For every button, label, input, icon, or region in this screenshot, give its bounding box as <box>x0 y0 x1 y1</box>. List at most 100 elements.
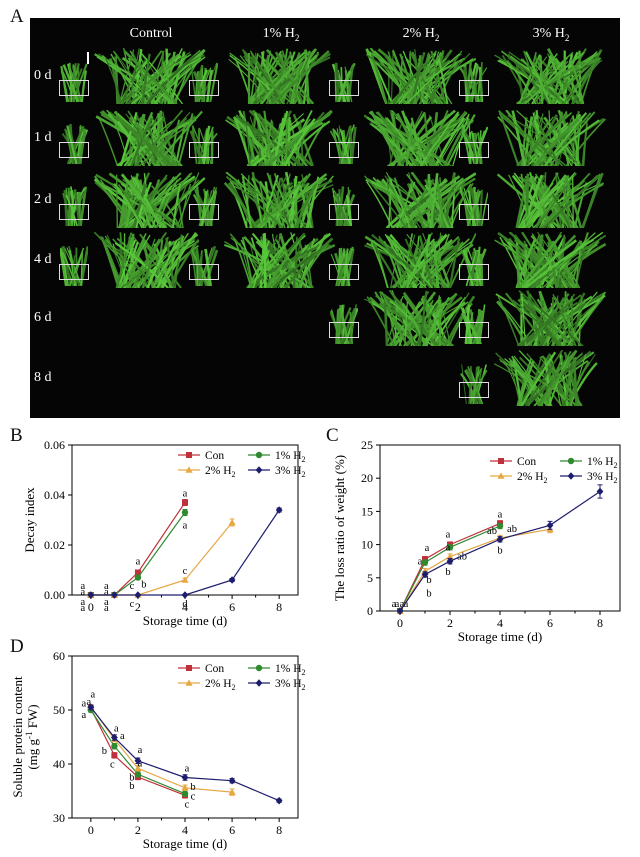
significance-label: a <box>80 597 85 608</box>
y-tick-label: 25 <box>361 438 373 452</box>
significance-label: a <box>392 599 397 610</box>
legend-item: 2% H2 <box>178 678 236 692</box>
legend-marker <box>185 679 193 686</box>
series-line <box>399 522 501 612</box>
series-line <box>90 706 280 802</box>
plant-closeup <box>494 109 607 171</box>
y-tick-label: 40 <box>53 757 65 771</box>
plant-thumbnail <box>460 304 488 349</box>
x-tick-label: 8 <box>276 600 282 614</box>
legend: Con 1% H2 2% H2 3% H2 <box>178 450 306 479</box>
plant-closeup <box>223 232 336 293</box>
soluble-protein-chart: 0 2 4 6 8 30 40 50 60 Storage time (d) Soluble pro… <box>10 649 306 851</box>
data-point <box>421 570 429 579</box>
panel-letter-d: D <box>10 636 24 657</box>
plant-closeup <box>93 172 206 233</box>
significance-label: a <box>183 521 188 532</box>
plant-thumbnail <box>459 186 489 231</box>
legend-label: 3% H2 <box>275 465 306 479</box>
crop-box <box>459 204 489 220</box>
plant-closeup <box>364 232 477 293</box>
legend-marker <box>255 466 263 474</box>
data-point <box>87 703 95 712</box>
legend-item: 2% H2 <box>490 471 548 485</box>
y-tick-label: 0 <box>367 604 373 618</box>
significance-label: a <box>400 599 405 610</box>
y-axis-label: Soluble protein content <box>10 676 25 798</box>
series-h1 <box>87 706 189 797</box>
plant-thumbnail <box>190 62 219 107</box>
x-tick-label: 0 <box>88 600 94 614</box>
plant-thumbnail <box>460 364 488 409</box>
row-label: 1 d <box>34 130 52 145</box>
x-tick-label: 2 <box>135 823 141 837</box>
series-h3 <box>396 484 604 615</box>
crop-box <box>59 264 89 280</box>
plant-closeup <box>494 290 607 351</box>
legend-marker <box>567 457 575 465</box>
series-line <box>90 522 233 596</box>
y-axis-label-units: (mg g-1 FW) <box>24 704 40 769</box>
legend-label: Con <box>205 663 224 675</box>
plant-closeup <box>494 48 606 109</box>
data-point <box>181 790 189 797</box>
y-tick-label: 0.06 <box>44 438 65 452</box>
y-axis-label: The loss ratio of weight (%) <box>332 455 347 601</box>
row-label: 2 d <box>34 192 52 207</box>
plant-closeup <box>223 171 336 233</box>
plant-thumbnail <box>329 124 358 169</box>
legend-item: Con <box>178 663 224 675</box>
significance-label: c <box>130 599 135 610</box>
y-tick-label: 0.04 <box>44 488 65 502</box>
legend-item: Con <box>178 450 224 462</box>
data-point <box>111 752 118 759</box>
x-tick-label: 6 <box>547 616 553 630</box>
data-point <box>596 487 604 496</box>
plant-thumbnail <box>60 186 88 231</box>
plant-closeup <box>363 109 476 171</box>
significance-label: b <box>129 781 134 792</box>
column-label: 3% H2 <box>532 26 570 43</box>
legend-item: 1% H2 <box>248 450 306 464</box>
plant-thumbnail <box>189 245 219 291</box>
significance-label: a <box>104 581 109 592</box>
x-tick-label: 4 <box>182 600 188 614</box>
significance-label: b <box>129 772 134 783</box>
legend-label: 3% H2 <box>587 471 618 485</box>
series-h2 <box>87 703 236 796</box>
significance-label: a <box>80 581 85 592</box>
legend-label: 1% H2 <box>275 450 306 464</box>
x-tick-label: 0 <box>397 616 403 630</box>
row-label: 4 d <box>34 252 52 267</box>
weight-loss-chart: 0 2 4 6 8 0 5 10 15 20 25 Storage time (d) The loss … <box>332 438 621 644</box>
crop-box <box>329 322 359 338</box>
plant-thumbnail <box>189 124 218 169</box>
series-line <box>90 708 186 796</box>
crop-box <box>189 264 219 280</box>
significance-label: a <box>104 597 109 608</box>
significance-label: a <box>404 599 409 610</box>
plant-thumbnail <box>330 62 358 107</box>
data-point <box>181 784 189 791</box>
significance-label: a <box>80 587 85 598</box>
crop-box <box>189 80 219 96</box>
plant-closeup <box>364 171 477 233</box>
decay-index-chart: 0 2 4 6 8 0.00 0.02 0.04 0.06 Storage time (d) Dec… <box>22 438 306 628</box>
significance-label: b <box>426 588 431 599</box>
legend-item: 3% H2 <box>560 471 618 485</box>
legend-label: 2% H2 <box>205 678 236 692</box>
data-point <box>134 764 142 772</box>
legend-label: 3% H2 <box>275 678 306 692</box>
legend-marker <box>255 679 263 687</box>
significance-label: c <box>183 566 188 577</box>
plant-closeup <box>364 47 477 109</box>
legend-item: 2% H2 <box>178 465 236 479</box>
data-point <box>182 499 188 506</box>
significance-label: d <box>182 599 188 610</box>
data-point <box>446 557 454 565</box>
significance-label: b <box>190 782 195 793</box>
crop-box <box>329 142 359 158</box>
x-tick-label: 2 <box>447 616 453 630</box>
scale-bar <box>87 52 89 64</box>
significance-label: c <box>130 581 135 592</box>
